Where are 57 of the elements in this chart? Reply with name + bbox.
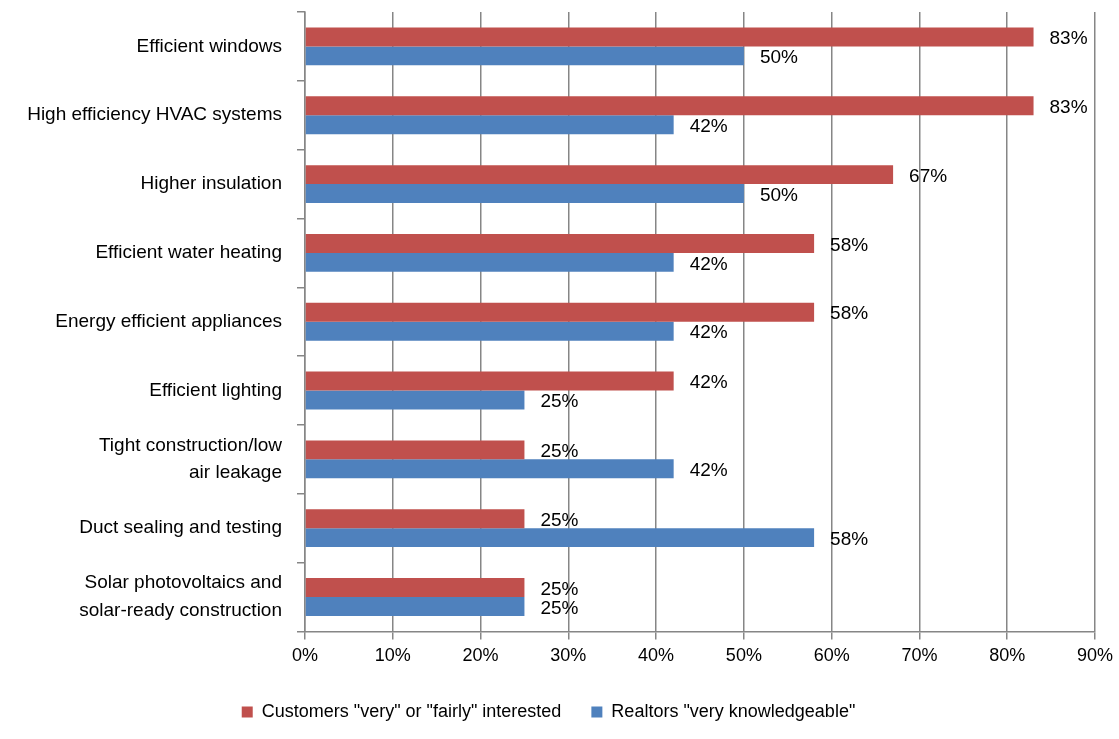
bar — [305, 165, 894, 185]
data-label: 83% — [1049, 96, 1088, 117]
data-label: 58% — [830, 233, 869, 255]
bar — [305, 46, 744, 66]
y-tick-label: Efficient water heating — [95, 241, 282, 263]
data-label: 50% — [759, 183, 799, 205]
data-label: 58% — [830, 302, 869, 324]
data-label: 42% — [689, 114, 728, 136]
legend-label: Customers "very" or "fairly" interested — [261, 700, 562, 721]
data-label: 42% — [689, 252, 728, 274]
data-label: 42% — [689, 459, 728, 481]
x-tick-label: 20% — [462, 645, 499, 666]
bar — [305, 233, 815, 253]
y-tick-label: Solar photovoltaics and solar-ready construction — [79, 571, 282, 620]
y-tick-label: Efficient lighting — [149, 378, 282, 400]
bar — [305, 459, 674, 479]
data-label: 25% — [540, 440, 579, 462]
y-tick-label: High efficiency HVAC systems — [27, 103, 282, 125]
data-label: 42% — [689, 321, 728, 343]
x-tick-label: 70% — [901, 645, 938, 666]
x-tick-label: 40% — [638, 645, 675, 666]
bar — [305, 371, 674, 391]
bar — [305, 596, 525, 616]
bar — [305, 321, 674, 341]
bar — [305, 528, 815, 548]
data-label: 50% — [759, 46, 799, 68]
bar — [305, 509, 525, 529]
data-label: 83% — [1049, 27, 1088, 49]
bar — [305, 252, 674, 272]
bar — [305, 390, 525, 410]
x-tick-label: 80% — [989, 645, 1026, 666]
y-tick-label: Tight construction/low air leakage — [98, 433, 283, 483]
legend-label: Realtors "very knowledgeable" — [611, 700, 856, 721]
y-tick-label: Energy efficient appliances — [55, 309, 282, 331]
x-tick-label: 10% — [374, 645, 411, 666]
x-tick-label: 90% — [1076, 645, 1113, 666]
bar — [305, 184, 744, 203]
bar — [305, 115, 674, 135]
y-tick-label: Higher insulation — [140, 172, 282, 194]
x-tick-label: 50% — [725, 645, 762, 666]
x-tick-label: 30% — [550, 645, 587, 666]
data-label: 25% — [540, 390, 579, 412]
y-tick-label: Duct sealing and testing — [79, 516, 282, 538]
data-label: 25% — [540, 577, 579, 599]
bar — [305, 302, 815, 322]
data-label: 42% — [689, 371, 728, 393]
bar — [305, 96, 1034, 116]
data-label: 58% — [830, 527, 869, 549]
x-tick-label: 60% — [813, 645, 850, 666]
x-tick-label: 0% — [291, 645, 319, 666]
bar — [305, 27, 1034, 47]
data-label: 25% — [540, 596, 579, 618]
bar — [305, 440, 525, 460]
data-label: 67% — [909, 164, 948, 186]
y-tick-label: Efficient windows — [136, 34, 282, 56]
bar — [305, 578, 525, 597]
data-label: 25% — [540, 508, 579, 530]
